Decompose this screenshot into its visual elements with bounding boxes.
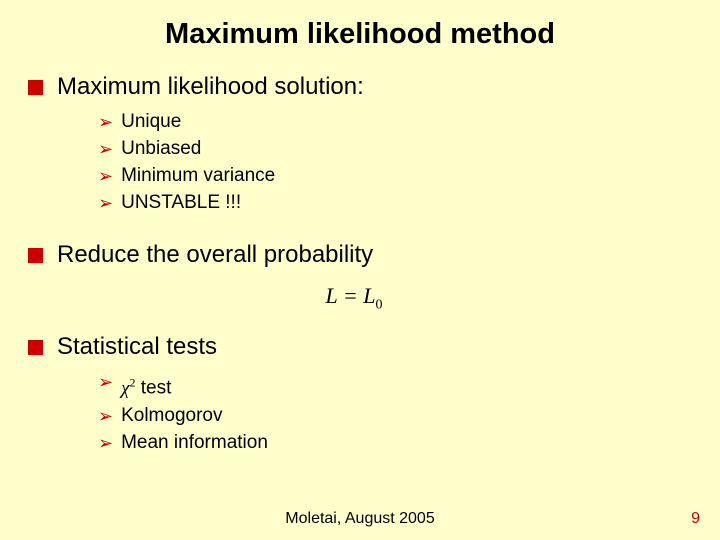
arrow-icon: ➢ [98, 164, 113, 188]
sub-item-text: Unique [121, 110, 181, 134]
list-item: ➢ Kolmogorov [98, 404, 680, 428]
arrow-icon: ➢ [98, 404, 113, 428]
sub-list: ➢ Unique ➢ Unbiased ➢ Minimum variance ➢… [28, 101, 680, 215]
arrow-icon: ➢ [98, 110, 113, 134]
sub-item-text: Unbiased [121, 137, 201, 161]
bullet-heading: Maximum likelihood solution: [57, 73, 364, 101]
bullet-heading: Statistical tests [57, 333, 217, 361]
sub-list: ➢ χ2 test ➢ Kolmogorov ➢ Mean informatio… [28, 361, 680, 454]
list-item: ➢ Minimum variance [98, 164, 680, 188]
arrow-icon: ➢ [98, 137, 113, 161]
chi-squared-icon: χ2 [121, 378, 135, 399]
arrow-icon: ➢ [98, 370, 113, 394]
slide-content: Maximum likelihood solution: ➢ Unique ➢ … [0, 73, 720, 455]
slide-title: Maximum likelihood method [0, 0, 720, 57]
list-item: ➢ UNSTABLE !!! [98, 191, 680, 215]
formula-rhs-base: L [363, 283, 375, 308]
bullet-square-icon [28, 80, 43, 95]
sub-item-text: Kolmogorov [121, 404, 222, 428]
formula-eq: = [337, 283, 363, 308]
sub-item-text: χ2 test [121, 370, 171, 400]
formula-rhs-sub: 0 [375, 297, 382, 312]
bullet-item: Reduce the overall probability [28, 241, 680, 269]
bullet-item: Maximum likelihood solution: [28, 73, 680, 101]
bullet-square-icon [28, 340, 43, 355]
arrow-icon: ➢ [98, 191, 113, 215]
bullet-heading: Reduce the overall probability [57, 241, 373, 269]
sub-item-text: UNSTABLE !!! [121, 191, 241, 215]
formula-lhs: L [326, 283, 338, 308]
bullet-square-icon [28, 248, 43, 263]
arrow-icon: ➢ [98, 431, 113, 455]
footer-location-date: Moletai, August 2005 [0, 510, 720, 528]
bullet-item: Statistical tests [28, 333, 680, 361]
page-number: 9 [691, 510, 700, 528]
sub-item-text: Mean information [121, 431, 268, 455]
formula: L = L0 [28, 283, 680, 313]
list-item: ➢ Unbiased [98, 137, 680, 161]
list-item: ➢ χ2 test [98, 370, 680, 400]
list-item: ➢ Unique [98, 110, 680, 134]
list-item: ➢ Mean information [98, 431, 680, 455]
chi-suffix: test [141, 378, 172, 399]
sub-item-text: Minimum variance [121, 164, 275, 188]
